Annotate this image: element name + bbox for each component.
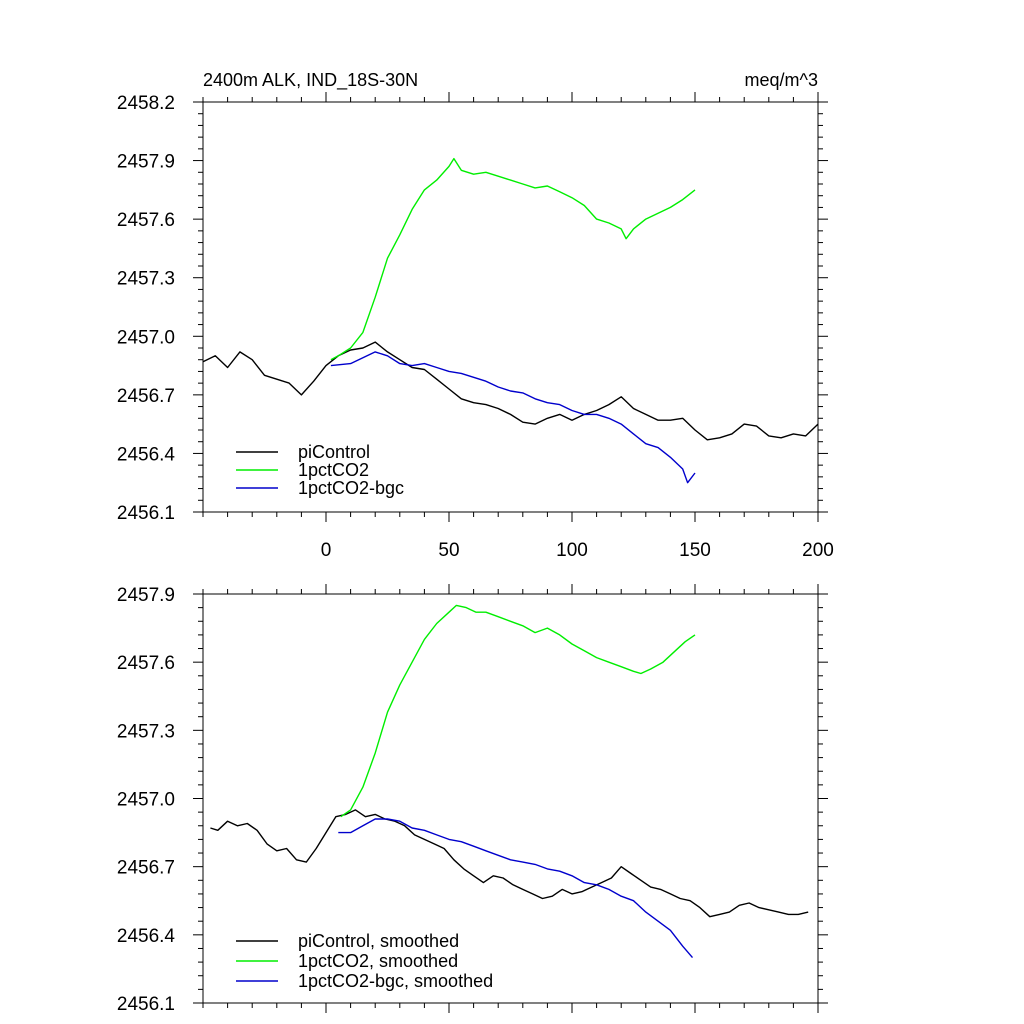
y-tick-label: 2457.9 [117, 585, 175, 606]
x-tick-label: 200 [802, 540, 834, 561]
bottom-panel: 2456.1 2456.4 2456.7 2457.0 2457.3 2457.6 2457… [117, 584, 828, 1015]
y-tick-label: 2456.1 [117, 994, 175, 1015]
y-tick-label: 2456.1 [117, 503, 175, 524]
y-tick-label: 2457.3 [117, 269, 175, 290]
top-panel: 2400m ALK, IND_18S-30N meq/m^3 0 50 100 150 20… [117, 70, 834, 561]
legend-label: 1pctCO2, smoothed [298, 951, 458, 971]
y-tick-label: 2457.0 [117, 790, 175, 811]
series-line-1 [340, 604, 696, 818]
y-tick-label: 2456.4 [117, 444, 176, 465]
series-line-0 [210, 809, 809, 918]
y-tick-label: 2456.7 [117, 386, 175, 407]
x-tick-label: 50 [438, 540, 459, 561]
x-tick-label: 0 [321, 540, 332, 561]
units-label: meq/m^3 [745, 70, 818, 90]
y-tick-label: 2457.3 [117, 721, 175, 742]
legend-label: piControl [298, 442, 370, 462]
series-line-0 [202, 341, 819, 441]
legend-label: piControl, smoothed [298, 931, 459, 951]
series-line-2 [338, 818, 694, 959]
y-tick-label: 2457.0 [117, 327, 175, 348]
chart-title: 2400m ALK, IND_18S-30N [203, 70, 418, 91]
x-tick-label: 150 [679, 540, 711, 561]
x-tick-label: 100 [556, 540, 588, 561]
series-line-2 [330, 351, 696, 484]
legend-label: 1pctCO2-bgc [298, 478, 404, 498]
y-tick-label: 2457.6 [117, 210, 175, 231]
y-tick-label: 2456.7 [117, 858, 175, 879]
plot-frame [202, 593, 819, 1004]
y-tick-label: 2457.6 [117, 653, 175, 674]
legend-label: 1pctCO2-bgc, smoothed [298, 971, 493, 991]
legend-label: 1pctCO2 [298, 460, 369, 480]
plot-frame [202, 101, 819, 513]
series-line-1 [330, 157, 696, 361]
y-tick-label: 2456.4 [117, 926, 176, 947]
y-tick-label: 2457.9 [117, 152, 175, 173]
y-tick-label: 2458.2 [117, 93, 175, 114]
